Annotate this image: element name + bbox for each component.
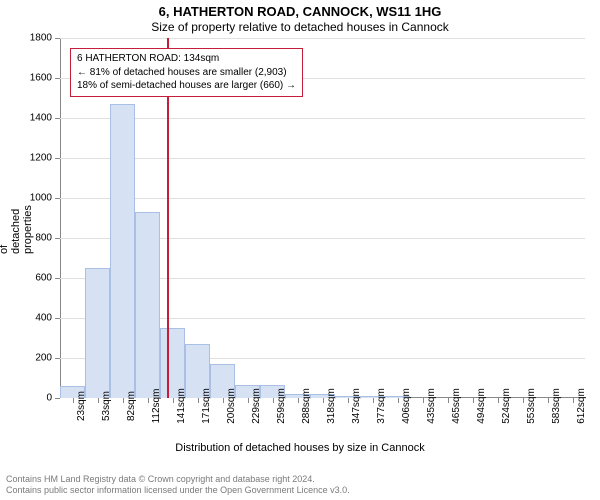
footer-line-2: Contains public sector information licen… bbox=[6, 485, 350, 497]
gridline-h bbox=[60, 38, 585, 39]
y-tick bbox=[55, 318, 60, 319]
x-tick-label: 583sqm bbox=[551, 388, 562, 424]
chart-container: 6, HATHERTON ROAD, CANNOCK, WS11 1HG Siz… bbox=[0, 0, 600, 500]
x-tick bbox=[298, 398, 299, 403]
y-tick-label: 1800 bbox=[12, 33, 52, 44]
gridline-h bbox=[60, 198, 585, 199]
x-axis-label: Distribution of detached houses by size … bbox=[0, 442, 600, 454]
gridline-h bbox=[60, 158, 585, 159]
bar bbox=[135, 212, 160, 398]
bar bbox=[85, 268, 110, 398]
x-tick-label: 465sqm bbox=[451, 388, 462, 424]
x-tick-label: 406sqm bbox=[401, 388, 412, 424]
x-tick bbox=[198, 398, 199, 403]
gridline-h bbox=[60, 118, 585, 119]
x-tick-label: 612sqm bbox=[576, 388, 587, 424]
y-tick-label: 400 bbox=[12, 313, 52, 324]
x-tick bbox=[173, 398, 174, 403]
x-tick bbox=[573, 398, 574, 403]
x-tick bbox=[398, 398, 399, 403]
y-tick-label: 0 bbox=[12, 393, 52, 404]
y-tick bbox=[55, 38, 60, 39]
y-tick bbox=[55, 118, 60, 119]
x-tick bbox=[348, 398, 349, 403]
bar bbox=[110, 104, 135, 398]
y-tick-label: 1000 bbox=[12, 193, 52, 204]
footer-line-1: Contains HM Land Registry data © Crown c… bbox=[6, 474, 350, 486]
x-tick-label: 494sqm bbox=[476, 388, 487, 424]
x-tick-label: 318sqm bbox=[326, 388, 337, 424]
x-tick-label: 377sqm bbox=[376, 388, 387, 424]
x-tick bbox=[123, 398, 124, 403]
annotation-box: 6 HATHERTON ROAD: 134sqm ← 81% of detach… bbox=[70, 48, 303, 97]
y-tick-label: 200 bbox=[12, 353, 52, 364]
y-tick bbox=[55, 398, 60, 399]
y-tick-label: 1400 bbox=[12, 113, 52, 124]
annotation-line-3: 18% of semi-detached houses are larger (… bbox=[77, 79, 296, 93]
y-tick-label: 800 bbox=[12, 233, 52, 244]
x-tick bbox=[73, 398, 74, 403]
x-tick-label: 435sqm bbox=[426, 388, 437, 424]
y-tick bbox=[55, 78, 60, 79]
x-tick bbox=[448, 398, 449, 403]
y-tick bbox=[55, 158, 60, 159]
x-tick bbox=[223, 398, 224, 403]
y-tick bbox=[55, 238, 60, 239]
x-tick bbox=[423, 398, 424, 403]
x-tick bbox=[523, 398, 524, 403]
y-tick bbox=[55, 358, 60, 359]
x-tick bbox=[473, 398, 474, 403]
x-tick-label: 347sqm bbox=[351, 388, 362, 424]
x-tick-label: 553sqm bbox=[526, 388, 537, 424]
x-tick bbox=[148, 398, 149, 403]
footer-credits: Contains HM Land Registry data © Crown c… bbox=[6, 474, 350, 497]
y-tick-label: 600 bbox=[12, 273, 52, 284]
x-tick bbox=[548, 398, 549, 403]
annotation-line-2: ← 81% of detached houses are smaller (2,… bbox=[77, 66, 296, 80]
chart-title-sub: Size of property relative to detached ho… bbox=[0, 20, 600, 34]
x-tick bbox=[248, 398, 249, 403]
y-tick-label: 1200 bbox=[12, 153, 52, 164]
y-tick bbox=[55, 198, 60, 199]
y-tick-label: 1600 bbox=[12, 73, 52, 84]
x-tick bbox=[323, 398, 324, 403]
y-axis-line bbox=[60, 38, 61, 398]
x-tick bbox=[98, 398, 99, 403]
x-tick-label: 524sqm bbox=[501, 388, 512, 424]
chart-title-main: 6, HATHERTON ROAD, CANNOCK, WS11 1HG bbox=[0, 4, 600, 19]
annotation-line-1: 6 HATHERTON ROAD: 134sqm bbox=[77, 52, 296, 66]
x-tick bbox=[273, 398, 274, 403]
y-tick bbox=[55, 278, 60, 279]
x-tick bbox=[498, 398, 499, 403]
x-tick bbox=[373, 398, 374, 403]
